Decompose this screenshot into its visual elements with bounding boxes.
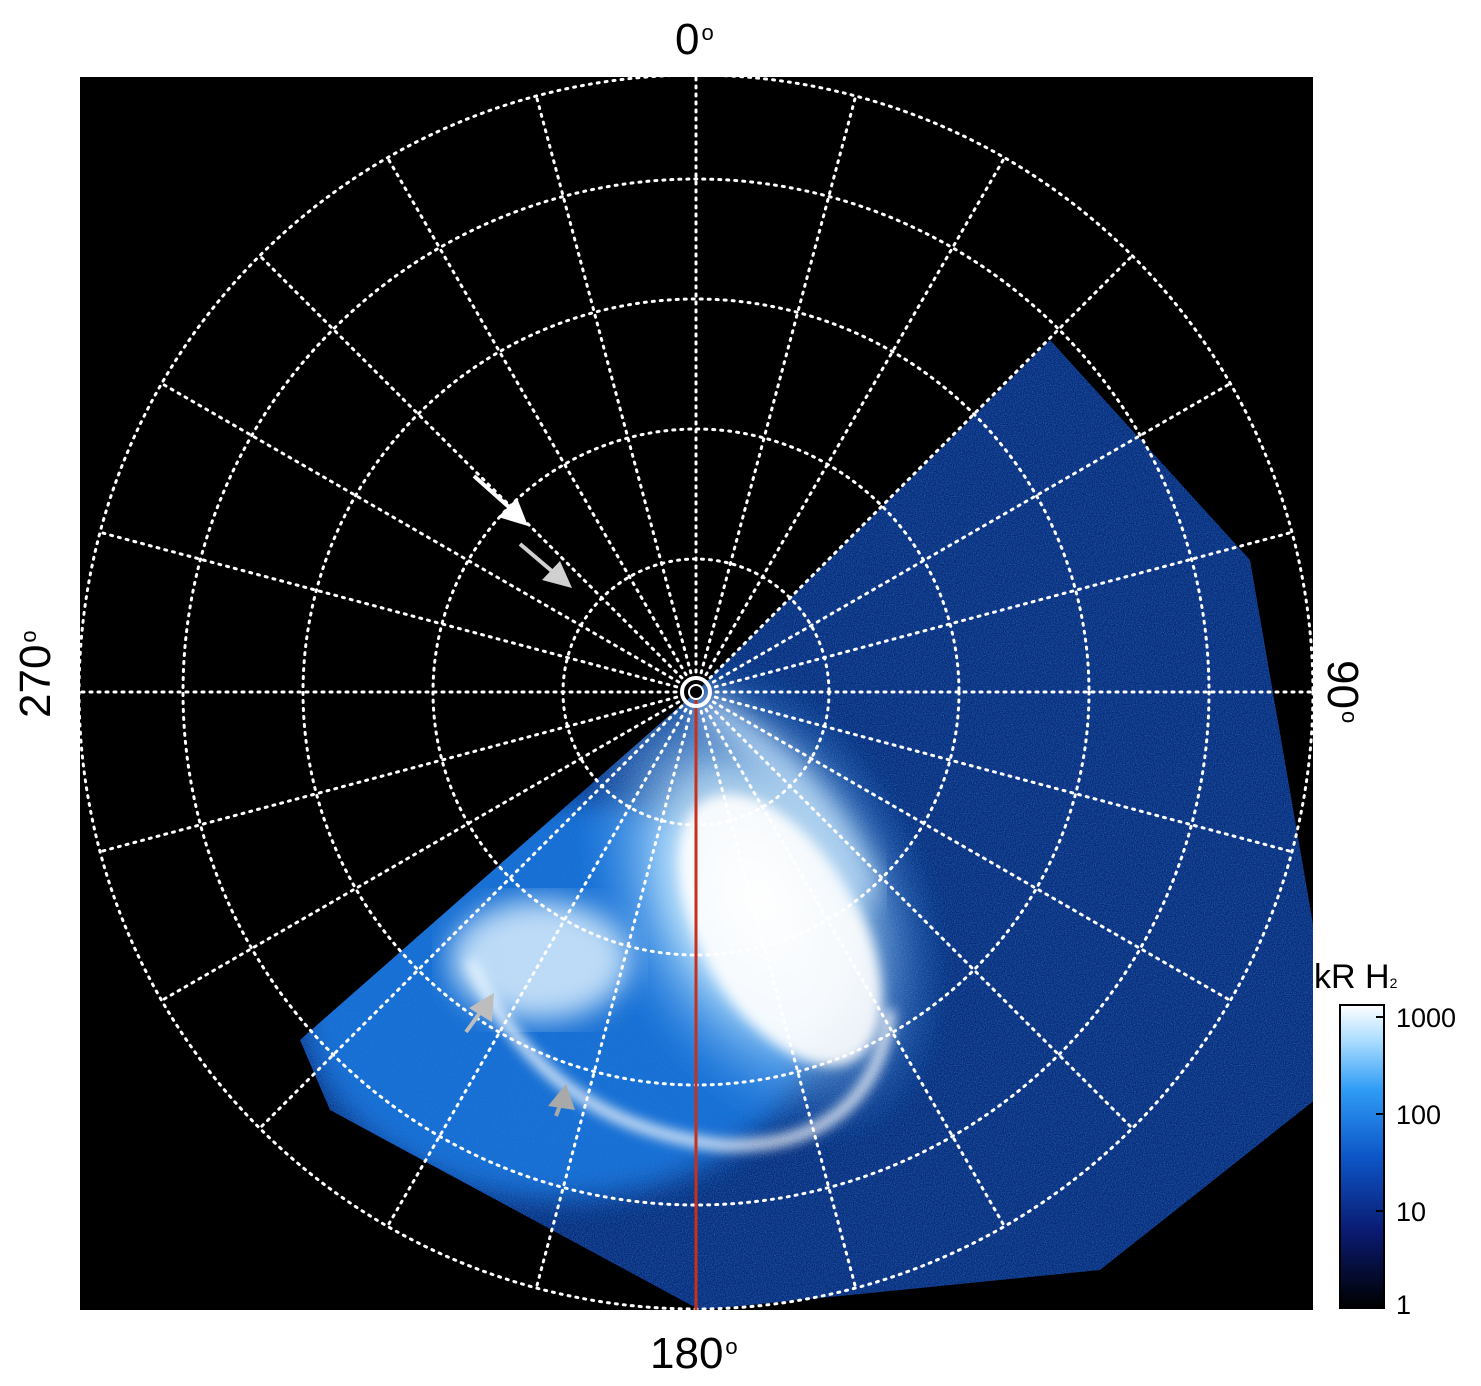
grid-spoke bbox=[699, 94, 858, 675]
label-270-degrees: 270o bbox=[11, 630, 60, 718]
grid-spoke bbox=[386, 707, 688, 1228]
grid-spoke bbox=[160, 382, 681, 684]
grid-spoke bbox=[98, 695, 679, 854]
grid-spoke bbox=[386, 156, 688, 677]
grid-spoke bbox=[534, 709, 693, 1290]
grid-spoke bbox=[699, 709, 858, 1290]
label-90-degrees: 90o bbox=[1318, 660, 1367, 724]
grid-spoke bbox=[704, 707, 1006, 1228]
colorbar-tick-label: 1 bbox=[1396, 1290, 1412, 1320]
colorbar-tick-label: 10 bbox=[1396, 1197, 1427, 1227]
label-0-degrees: 0o bbox=[675, 15, 714, 64]
grid-spoke bbox=[98, 530, 679, 689]
grid-spoke bbox=[713, 695, 1294, 854]
colorbar-tick-label: 100 bbox=[1396, 1100, 1442, 1130]
grid-spoke bbox=[708, 254, 1134, 680]
grid-spoke bbox=[534, 94, 693, 675]
gray-arrow-icon bbox=[518, 542, 572, 588]
gray-arrow-icon bbox=[464, 993, 494, 1034]
grid-spoke bbox=[258, 254, 684, 680]
label-180-degrees: 180o bbox=[650, 1329, 738, 1378]
white-arrow-icon bbox=[472, 474, 528, 526]
grid-spoke bbox=[711, 700, 1232, 1002]
colorbar-tick-label: 1000 bbox=[1396, 1003, 1457, 1033]
colorbar-ticks bbox=[1376, 1016, 1384, 1307]
grid-spoke bbox=[708, 704, 1134, 1130]
grid-spoke bbox=[704, 156, 1006, 677]
colorbar-title: kR H2 bbox=[1314, 958, 1398, 996]
colorbar bbox=[1339, 1004, 1385, 1309]
grid-spoke bbox=[713, 530, 1294, 689]
grid-spoke bbox=[258, 704, 684, 1130]
pole-marker bbox=[680, 676, 712, 708]
gray-arrow-icon bbox=[548, 1084, 575, 1117]
grid-spoke bbox=[711, 382, 1232, 684]
grid-spoke bbox=[160, 700, 681, 1002]
